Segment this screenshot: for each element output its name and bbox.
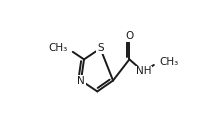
Text: S: S: [97, 43, 104, 53]
Text: CH₃: CH₃: [48, 43, 68, 53]
Text: NH: NH: [135, 67, 151, 76]
Text: O: O: [125, 31, 134, 41]
Text: CH₃: CH₃: [159, 57, 178, 67]
Text: N: N: [77, 76, 85, 86]
